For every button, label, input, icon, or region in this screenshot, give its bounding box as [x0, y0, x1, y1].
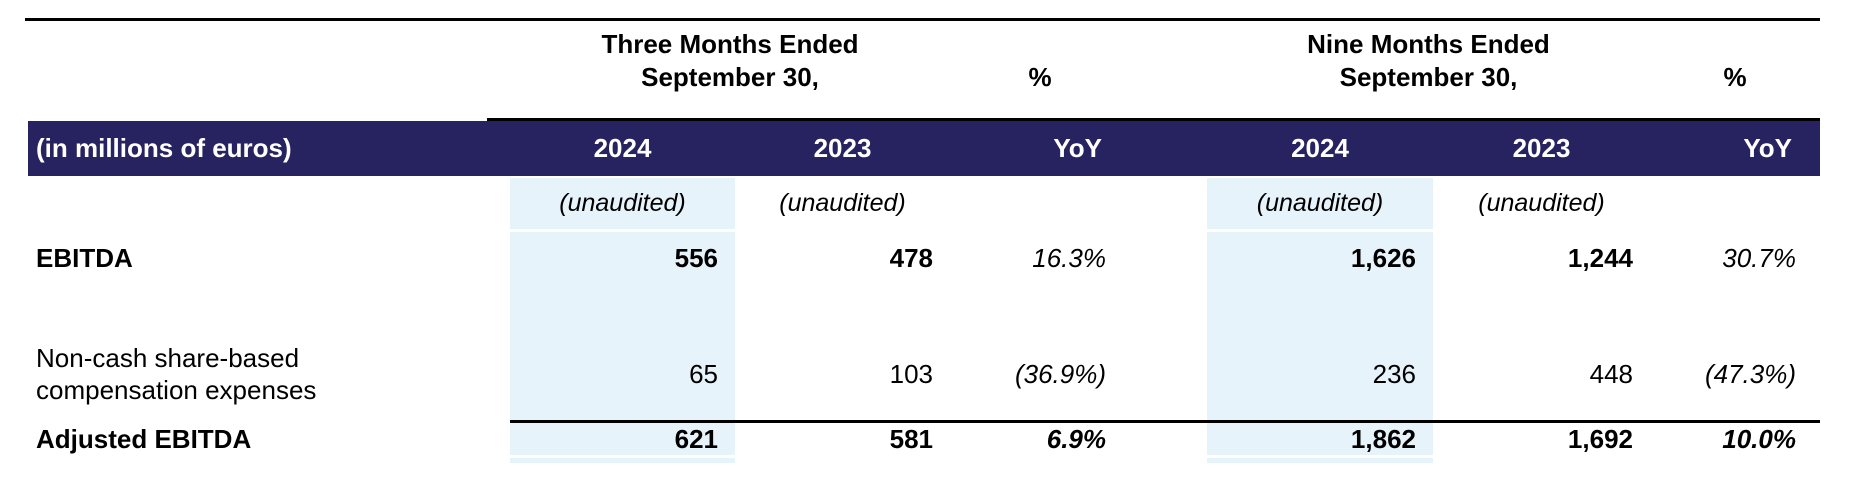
row-spacer: [1130, 439, 1207, 440]
three-months-header-line2: September 30,: [641, 62, 819, 92]
adjusted-nm-yoy: 10.0%: [1722, 423, 1796, 454]
row-spacer: [1130, 374, 1207, 375]
nine-months-pct-header: %: [1723, 62, 1747, 92]
subtotal-rule: [510, 420, 1820, 423]
unaudited-nm-2023: (unaudited): [1478, 189, 1605, 217]
grid-gap: [1207, 455, 1433, 458]
highlight-column-nine-months-2024: [1207, 178, 1433, 463]
noncash-tm-2024: 65: [689, 358, 718, 389]
row-label-text: Non-cash share-based compensation expens…: [36, 343, 317, 405]
unaudited-tm-yoy-empty: [950, 203, 1130, 204]
col-header-nm-2024: 2024: [1291, 133, 1349, 163]
col-header-tm-2024: 2024: [593, 133, 652, 163]
unaudited-row: (unaudited) (unaudited) (unaudited) (una…: [28, 178, 1820, 229]
col-header-tm-2023: 2023: [813, 133, 872, 163]
grid-gap: [1207, 229, 1433, 232]
unaudited-nm-2024: (unaudited): [1256, 189, 1384, 217]
header-rule: [487, 118, 1820, 121]
adjusted-tm-yoy: 6.9%: [1046, 423, 1106, 454]
ebitda-nm-yoy: 30.7%: [1722, 242, 1796, 273]
ebitda-nm-2024: 1,626: [1350, 242, 1416, 273]
grid-gap: [510, 229, 735, 232]
noncash-tm-2023: 103: [889, 358, 933, 389]
units-label: (in millions of euros): [36, 133, 292, 163]
grid-gap: [510, 455, 735, 458]
row-label: EBITDA: [36, 242, 133, 273]
table-row-noncash-compensation: Non-cash share-based compensation expens…: [28, 332, 1820, 416]
unaudited-tm-2023: (unaudited): [779, 189, 906, 217]
unaudited-tm-2024: (unaudited): [559, 189, 686, 217]
top-rule: [25, 18, 1820, 21]
three-months-header-line1: Three Months Ended: [601, 29, 859, 59]
ebitda-tm-2023: 478: [889, 242, 933, 273]
nine-months-header: Nine Months Ended September 30,: [1207, 28, 1650, 94]
row-spacer: [1130, 258, 1207, 259]
noncash-tm-yoy: (36.9%): [1014, 358, 1106, 389]
table-row-ebitda: EBITDA 556 478 16.3% 1,626 1,244 30.7%: [28, 232, 1820, 284]
noncash-nm-2024: 236: [1372, 358, 1416, 389]
adjusted-tm-2023: 581: [889, 423, 933, 454]
three-months-pct-header: %: [1028, 62, 1052, 92]
noncash-nm-2023: 448: [1589, 358, 1633, 389]
adjusted-nm-2024: 1,862: [1350, 423, 1416, 454]
ebitda-tm-2024: 556: [674, 242, 718, 273]
ebitda-nm-2023: 1,244: [1567, 242, 1633, 273]
col-header-nm-2023: 2023: [1512, 133, 1571, 163]
unaudited-nm-yoy-empty: [1650, 203, 1820, 204]
col-header-spacer: [1130, 148, 1207, 149]
col-header-tm-yoy: YoY: [1053, 133, 1102, 163]
col-header-nm-yoy: YoY: [1743, 133, 1792, 163]
unaudited-spacer: [1130, 203, 1207, 204]
unaudited-row-label: [28, 203, 510, 204]
three-months-header: Three Months Ended September 30,: [510, 28, 950, 94]
adjusted-nm-2023: 1,692: [1567, 423, 1633, 454]
row-label: Adjusted EBITDA: [36, 423, 252, 454]
highlight-column-three-months-2024: [510, 178, 735, 463]
adjusted-tm-2024: 621: [674, 423, 718, 454]
noncash-nm-yoy: (47.3%): [1704, 358, 1796, 389]
table-row-adjusted-ebitda: Adjusted EBITDA 621 581 6.9% 1,862 1,692…: [28, 424, 1820, 454]
row-label: Non-cash share-based compensation expens…: [28, 342, 510, 406]
nine-months-header-line1: Nine Months Ended: [1307, 29, 1550, 59]
column-header-row: (in millions of euros) 2024 2023 YoY 202…: [28, 121, 1820, 176]
ebitda-tm-yoy: 16.3%: [1032, 242, 1106, 273]
nine-months-header-line2: September 30,: [1339, 62, 1518, 92]
